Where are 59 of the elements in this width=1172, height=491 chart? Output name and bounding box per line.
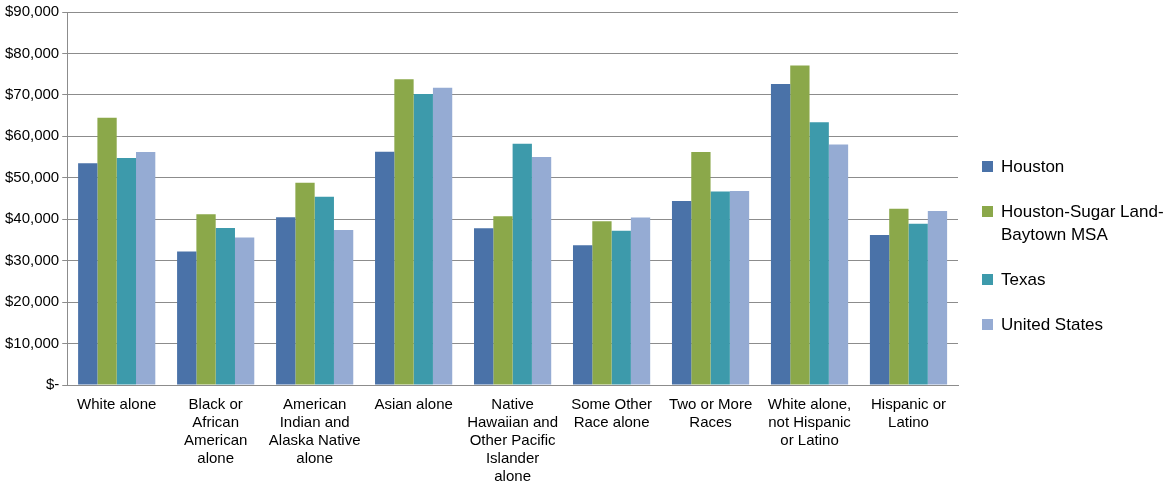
y-tick-label: $60,000 (4, 126, 60, 144)
legend-label: United States (1001, 314, 1104, 336)
bar (97, 117, 117, 385)
bar (671, 200, 692, 385)
bar (413, 94, 433, 385)
bar (196, 214, 216, 385)
bar (177, 251, 197, 385)
x-tick-label: Asian alone (374, 395, 453, 413)
bar (770, 84, 791, 385)
x-tick-label: Some Other Race alone (571, 395, 653, 431)
bar (790, 65, 810, 385)
bar (828, 144, 849, 385)
y-tick-label: $50,000 (4, 167, 60, 185)
bar (234, 237, 255, 385)
bar (375, 151, 395, 385)
bar (710, 191, 730, 385)
bar (116, 157, 137, 385)
bar (572, 245, 593, 385)
x-tick-label: Hispanic or Latino (871, 395, 947, 431)
x-tick-label: Two or More Races (668, 395, 753, 431)
x-tick-label: White alone (77, 395, 157, 413)
bar (531, 157, 552, 385)
bar (276, 217, 296, 385)
y-tick-label: $30,000 (4, 250, 60, 268)
bar (869, 234, 890, 385)
bar (394, 79, 414, 385)
bar (729, 191, 750, 385)
legend-label: Texas (1001, 269, 1046, 291)
x-tick-label: Native Hawaiian and Other Pacific Islander alone (467, 395, 559, 485)
bar (215, 227, 235, 385)
bar (432, 87, 453, 385)
bar (512, 143, 532, 385)
legend-label: Houston-Sugar Land-Baytown MSA (1001, 201, 1165, 246)
x-tick-label: Black or African American alone (184, 395, 248, 467)
bar (809, 122, 829, 385)
bar (908, 223, 928, 385)
bar (474, 228, 494, 385)
bar (611, 230, 631, 385)
x-tick-label: American Indian and Alaska Native alone (268, 395, 361, 467)
bar (927, 210, 948, 385)
y-tick-label: $10,000 (4, 333, 60, 351)
bar (314, 196, 334, 385)
bar (493, 216, 513, 385)
bar (333, 230, 354, 385)
y-tick-label: $70,000 (4, 85, 60, 103)
bar (691, 152, 711, 385)
bar (136, 152, 156, 385)
y-tick-label: $40,000 (4, 209, 60, 227)
y-tick-label: $- (45, 375, 60, 393)
bar (78, 163, 98, 385)
x-tick-label: White alone, not Hispanic or Latino (767, 395, 852, 449)
bar (630, 217, 651, 385)
y-tick-label: $20,000 (4, 292, 60, 310)
legend-label: Houston (1001, 156, 1065, 178)
bar (592, 221, 612, 385)
bar (889, 208, 909, 385)
y-tick-label: $90,000 (4, 2, 60, 20)
y-tick-label: $80,000 (4, 43, 60, 61)
bar (295, 182, 315, 385)
